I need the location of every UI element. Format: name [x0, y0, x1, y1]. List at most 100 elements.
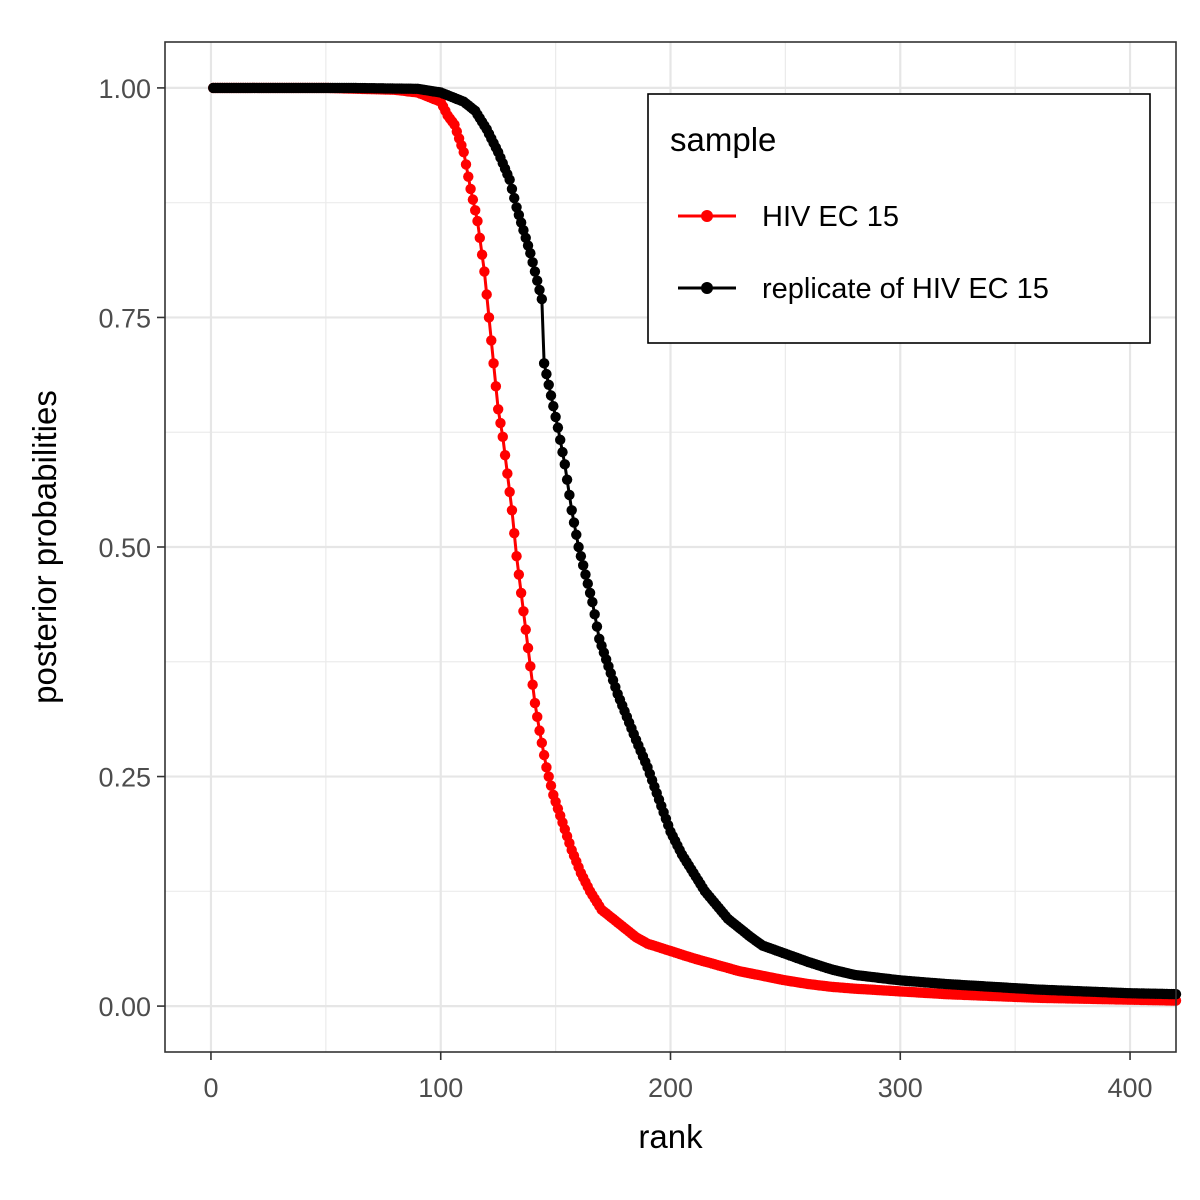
data-point	[534, 725, 545, 736]
legend-label: replicate of HIV EC 15	[762, 273, 1049, 305]
y-tick-label: 1.00	[98, 74, 151, 104]
data-point	[476, 249, 488, 260]
data-point	[463, 171, 474, 182]
data-point	[568, 517, 580, 528]
data-point	[541, 762, 552, 773]
data-point	[495, 417, 506, 429]
legend-title: sample	[670, 121, 776, 158]
y-axis-title: posterior probabilities	[26, 390, 63, 704]
data-point	[577, 560, 589, 571]
y-tick-label: 0.00	[98, 992, 151, 1022]
data-point	[460, 159, 472, 170]
y-tick-labels: 0.00 0.25 0.50 0.75 1.00	[98, 74, 151, 1022]
data-point	[504, 486, 515, 498]
data-point	[536, 737, 548, 749]
data-point	[522, 642, 534, 654]
data-point	[509, 192, 520, 204]
data-point	[545, 390, 557, 401]
data-point	[497, 431, 508, 443]
data-point	[502, 468, 513, 479]
data-point	[561, 474, 573, 485]
x-tick-label: 0	[203, 1073, 218, 1103]
legend-key-point	[701, 210, 713, 222]
data-point	[458, 146, 469, 158]
data-point	[511, 550, 522, 562]
y-tick-label: 0.75	[98, 303, 151, 333]
data-point	[504, 174, 515, 185]
legend-key-point	[701, 282, 713, 294]
data-point	[557, 446, 568, 458]
legend-label: HIV EC 15	[762, 201, 899, 233]
x-tick-label: 100	[418, 1073, 463, 1103]
data-point	[525, 661, 536, 672]
data-point	[532, 711, 543, 723]
x-tick-label: 300	[878, 1073, 923, 1103]
legend-item: replicate of HIV EC 15	[678, 273, 1049, 305]
data-point	[550, 411, 561, 423]
data-point	[469, 205, 481, 216]
data-point	[543, 771, 554, 782]
data-point	[492, 404, 504, 415]
data-point	[486, 335, 497, 346]
data-point	[529, 697, 541, 709]
x-axis-title: rank	[638, 1118, 703, 1155]
data-point	[559, 459, 571, 470]
data-point	[465, 183, 476, 195]
data-point	[580, 569, 591, 580]
data-point	[566, 505, 577, 516]
y-tick-label: 0.25	[98, 763, 151, 793]
data-point	[506, 505, 518, 516]
legend-item: HIV EC 15	[678, 201, 899, 233]
x-tick-label: 200	[648, 1073, 693, 1103]
x-tick-labels: 0 100 200 300 400	[203, 1073, 1152, 1103]
data-point	[534, 284, 545, 296]
data-point	[541, 368, 552, 380]
data-point	[520, 624, 531, 635]
data-point	[536, 293, 548, 305]
data-point	[538, 749, 550, 761]
data-point	[564, 489, 575, 501]
data-point	[545, 780, 557, 791]
data-point	[589, 609, 600, 620]
data-point	[555, 434, 566, 446]
data-point	[529, 266, 541, 277]
legend-items: HIV EC 15 replicate of HIV EC 15	[678, 201, 1049, 305]
data-point	[525, 247, 536, 259]
y-tick-label: 0.50	[98, 533, 151, 563]
data-point	[467, 194, 479, 205]
data-point	[543, 379, 554, 390]
data-point	[515, 587, 527, 599]
data-point	[481, 289, 492, 300]
data-point	[527, 257, 538, 268]
data-point	[513, 569, 525, 580]
data-point	[527, 679, 538, 690]
data-point	[548, 401, 559, 412]
data-point	[591, 621, 603, 632]
data-point	[573, 541, 584, 553]
legend-box	[647, 93, 1151, 344]
data-point	[571, 529, 582, 540]
data-point	[587, 596, 598, 608]
data-point	[538, 358, 550, 369]
data-point	[575, 550, 587, 562]
series-layer	[208, 82, 1182, 1006]
legend: sample HIV EC 15 replicate of HIV EC 15	[647, 93, 1151, 344]
data-point	[488, 358, 499, 369]
data-point	[499, 449, 511, 461]
axis-ticks	[157, 87, 1131, 1060]
data-point	[479, 266, 490, 277]
data-point	[483, 312, 495, 323]
series-2	[208, 82, 1182, 1000]
data-point	[506, 183, 518, 195]
data-point	[532, 275, 543, 286]
data-point	[584, 587, 596, 599]
data-point	[582, 578, 593, 589]
data-point	[472, 215, 483, 227]
data-point	[474, 232, 485, 244]
x-tick-label: 400	[1108, 1073, 1153, 1103]
data-point	[509, 528, 520, 539]
data-point	[552, 422, 564, 433]
data-point	[490, 381, 502, 392]
data-point	[518, 606, 529, 617]
